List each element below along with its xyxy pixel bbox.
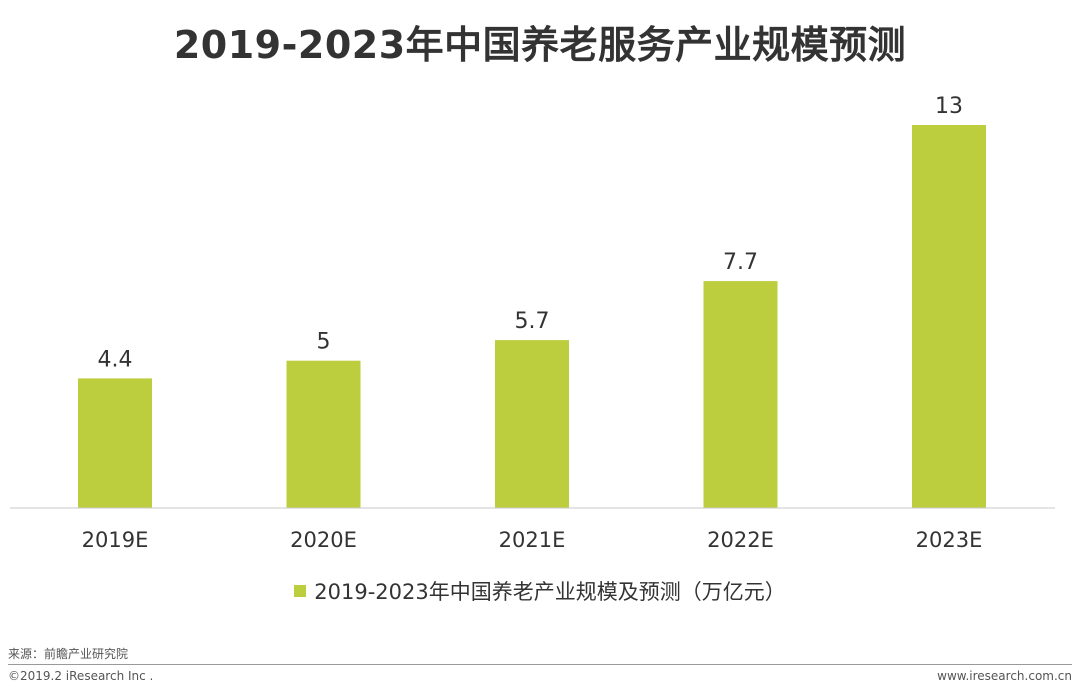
tick-label-2023E: 2023E [916,528,983,552]
tick-label-2022E: 2022E [707,528,774,552]
tick-labels-layer: 2019E 2020E 2021E 2022E 2023E [82,528,983,552]
website-link[interactable]: www.iresearch.com.cn [937,669,1072,683]
tick-label-2021E: 2021E [499,528,566,552]
legend-label: 2019-2023年中国养老产业规模及预测（万亿元） [314,580,786,604]
footer-divider [8,664,1072,665]
bar-2022E [703,281,778,508]
value-label-2020E: 5 [317,330,331,355]
value-labels-layer: 4.4 5 5.7 7.7 13 [98,94,964,372]
tick-label-2019E: 2019E [82,528,149,552]
source-note: 来源：前瞻产业研究院 [8,647,129,661]
bar-2020E [286,360,361,508]
bar-2021E [495,340,569,508]
copyright-text: ©2019.2 iResearch Inc . [8,669,154,683]
bar-2019E [78,378,152,508]
chart-title: 2019-2023年中国养老服务产业规模预测 [173,23,907,67]
legend-swatch [294,585,307,597]
value-label-2023E: 13 [935,94,963,119]
value-label-2022E: 7.7 [723,250,758,275]
bars-layer [78,125,986,508]
bar-2023E [912,125,986,508]
value-label-2019E: 4.4 [98,347,133,372]
value-label-2021E: 5.7 [515,309,550,334]
legend: 2019-2023年中国养老产业规模及预测（万亿元） [0,576,1080,606]
tick-label-2020E: 2020E [290,528,357,552]
